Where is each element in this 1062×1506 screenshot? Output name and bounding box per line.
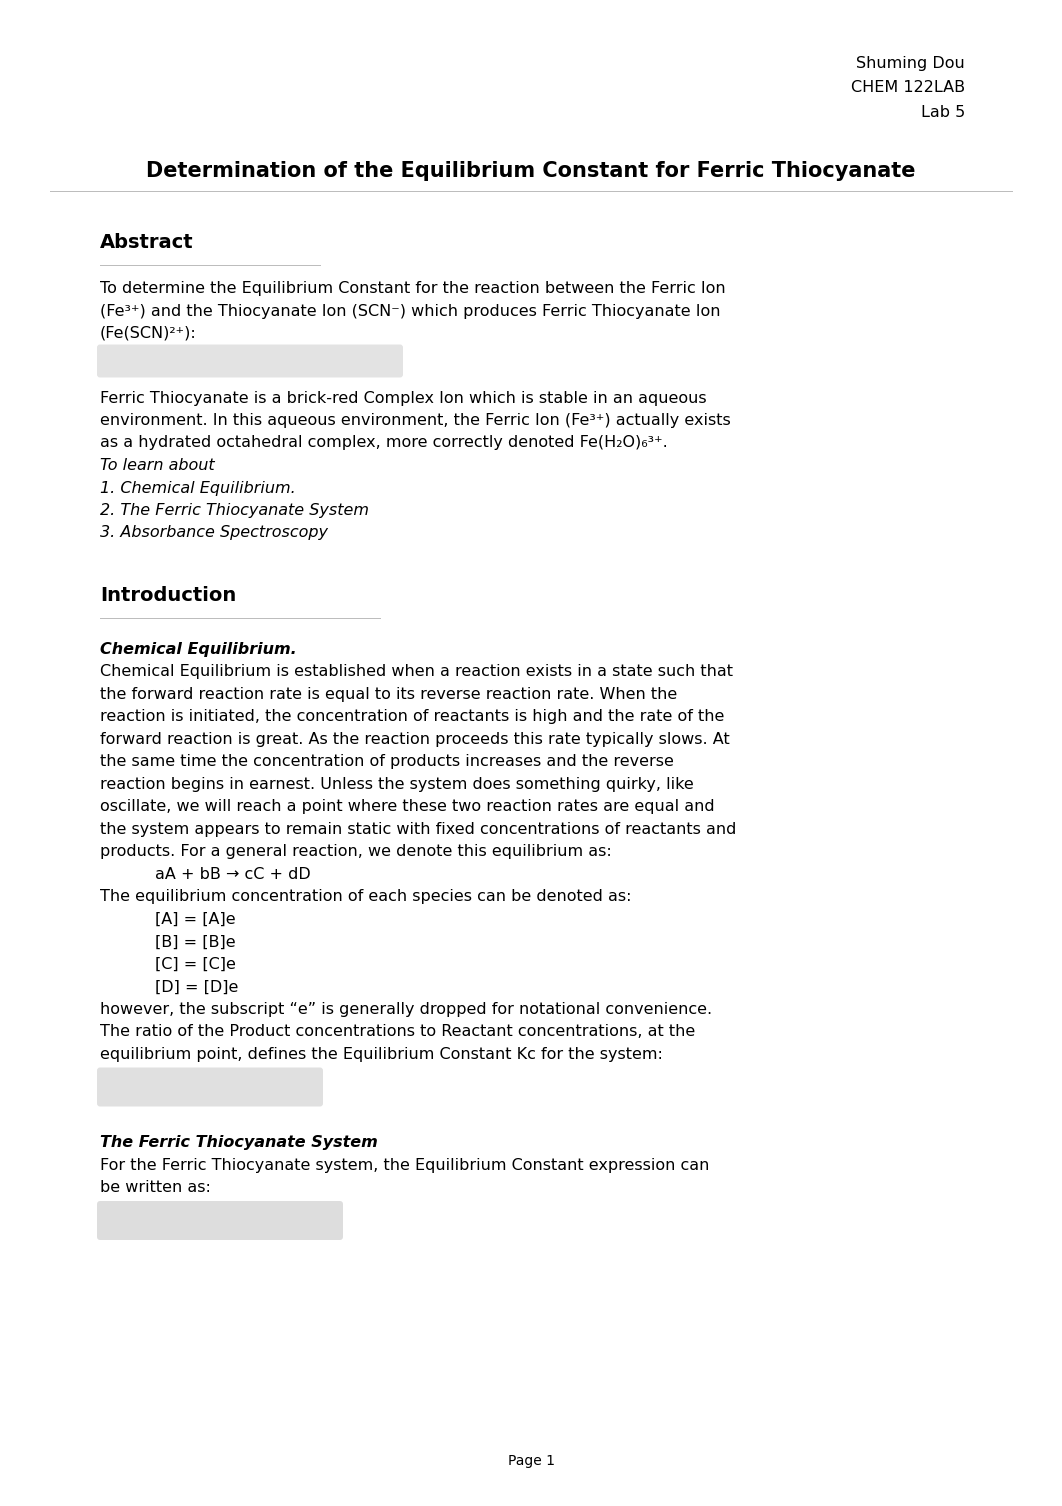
Text: the same time the concentration of products increases and the reverse: the same time the concentration of produ…: [100, 755, 674, 770]
Text: The equilibrium concentration of each species can be denoted as:: The equilibrium concentration of each sp…: [100, 890, 632, 905]
Text: To determine the Equilibrium Constant for the reaction between the Ferric Ion: To determine the Equilibrium Constant fo…: [100, 282, 725, 297]
Text: The ratio of the Product concentrations to Reactant concentrations, at the: The ratio of the Product concentrations …: [100, 1024, 696, 1039]
Text: Shuming Dou: Shuming Dou: [856, 56, 965, 71]
Text: however, the subscript “e” is generally dropped for notational convenience.: however, the subscript “e” is generally …: [100, 1001, 713, 1017]
Text: [C] = [C]e: [C] = [C]e: [155, 956, 236, 971]
Text: environment. In this aqueous environment, the Ferric Ion (Fe³⁺) actually exists: environment. In this aqueous environment…: [100, 413, 731, 428]
Text: The Ferric Thiocyanate System: The Ferric Thiocyanate System: [100, 1136, 378, 1151]
Text: [B] = [B]e: [B] = [B]e: [155, 935, 236, 949]
Text: 1. Chemical Equilibrium.: 1. Chemical Equilibrium.: [100, 480, 295, 495]
Text: (Fe³⁺) and the Thiocyanate Ion (SCN⁻) which produces Ferric Thiocyanate Ion: (Fe³⁺) and the Thiocyanate Ion (SCN⁻) wh…: [100, 304, 720, 318]
Text: reaction begins in earnest. Unless the system does something quirky, like: reaction begins in earnest. Unless the s…: [100, 777, 693, 792]
Text: CHEM 122LAB: CHEM 122LAB: [851, 80, 965, 95]
FancyBboxPatch shape: [97, 1200, 343, 1239]
Text: Abstract: Abstract: [100, 233, 193, 252]
FancyBboxPatch shape: [97, 1068, 323, 1107]
Text: To learn about: To learn about: [100, 458, 215, 473]
Text: the forward reaction rate is equal to its reverse reaction rate. When the: the forward reaction rate is equal to it…: [100, 687, 678, 702]
Text: [D] = [D]e: [D] = [D]e: [155, 979, 238, 994]
Text: (Fe(SCN)²⁺):: (Fe(SCN)²⁺):: [100, 325, 196, 340]
Text: as a hydrated octahedral complex, more correctly denoted Fe(H₂O)₆³⁺.: as a hydrated octahedral complex, more c…: [100, 435, 668, 450]
Text: reaction is initiated, the concentration of reactants is high and the rate of th: reaction is initiated, the concentration…: [100, 709, 724, 724]
Text: Introduction: Introduction: [100, 586, 236, 605]
Text: forward reaction is great. As the reaction proceeds this rate typically slows. A: forward reaction is great. As the reacti…: [100, 732, 730, 747]
Text: oscillate, we will reach a point where these two reaction rates are equal and: oscillate, we will reach a point where t…: [100, 800, 715, 815]
Text: products. For a general reaction, we denote this equilibrium as:: products. For a general reaction, we den…: [100, 845, 612, 860]
Text: equilibrium point, defines the Equilibrium Constant Kc for the system:: equilibrium point, defines the Equilibri…: [100, 1047, 663, 1062]
Text: [A] = [A]e: [A] = [A]e: [155, 913, 236, 928]
Text: Ferric Thiocyanate is a brick-red Complex Ion which is stable in an aqueous: Ferric Thiocyanate is a brick-red Comple…: [100, 390, 706, 405]
Text: Lab 5: Lab 5: [921, 105, 965, 120]
FancyBboxPatch shape: [97, 345, 402, 378]
Text: aA + bB → cC + dD: aA + bB → cC + dD: [155, 867, 311, 883]
Text: Determination of the Equilibrium Constant for Ferric Thiocyanate: Determination of the Equilibrium Constan…: [147, 161, 915, 181]
Text: Page 1: Page 1: [508, 1453, 554, 1468]
Text: Chemical Equilibrium is established when a reaction exists in a state such that: Chemical Equilibrium is established when…: [100, 664, 733, 679]
Text: For the Ferric Thiocyanate system, the Equilibrium Constant expression can: For the Ferric Thiocyanate system, the E…: [100, 1158, 709, 1173]
Text: 2. The Ferric Thiocyanate System: 2. The Ferric Thiocyanate System: [100, 503, 369, 518]
Text: 3. Absorbance Spectroscopy: 3. Absorbance Spectroscopy: [100, 526, 328, 541]
Text: the system appears to remain static with fixed concentrations of reactants and: the system appears to remain static with…: [100, 822, 736, 837]
Text: be written as:: be written as:: [100, 1181, 211, 1196]
Text: Chemical Equilibrium.: Chemical Equilibrium.: [100, 642, 296, 657]
